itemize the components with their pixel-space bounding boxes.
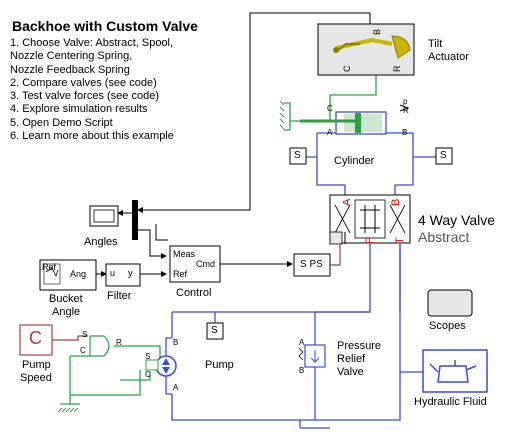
pressure-relief-valve-block[interactable] xyxy=(298,344,326,368)
pump-label: Pump xyxy=(205,359,234,371)
valve-port-b: B xyxy=(390,198,402,206)
tilt-actuator-label-1: Tilt xyxy=(428,38,443,50)
mechanical-ground xyxy=(57,395,80,413)
angles-label: Angles xyxy=(84,236,118,248)
hydraulic-lines xyxy=(171,142,440,429)
valve-label-2: Abstract xyxy=(418,229,470,245)
relief-valve-label-1: Pressure xyxy=(337,340,382,352)
pump-port-a: A xyxy=(173,383,179,392)
step-3[interactable]: 3. Test valve forces (see code) xyxy=(10,90,159,103)
bucket-port-ang: Ang xyxy=(70,269,87,279)
relief-port-a: A xyxy=(299,338,305,347)
step-6[interactable]: 6. Learn more about this example xyxy=(10,130,174,143)
s-ps-converter-block[interactable] xyxy=(293,244,341,277)
velocity-source-block[interactable] xyxy=(78,335,110,357)
tilt-port-r: R xyxy=(392,65,402,72)
cylinder-port-b: B xyxy=(402,128,408,137)
valve-port-p: P xyxy=(364,236,376,244)
cylinder-port-a: A xyxy=(327,128,333,137)
scopes-label: Scopes xyxy=(429,320,466,332)
wire-actuator-to-angles xyxy=(249,12,371,170)
bucket-angle-label-1: Bucket xyxy=(49,293,83,305)
control-block[interactable] xyxy=(169,245,221,283)
sensor-left-label: S xyxy=(294,150,301,161)
step-1-line-2[interactable]: Nozzle Centering Spring, xyxy=(10,50,133,63)
filter-port-u: u xyxy=(110,268,116,278)
filter-port-y: y xyxy=(128,268,133,278)
step-1[interactable]: 1. Choose Valve: Abstract, Spool, xyxy=(10,37,174,49)
angles-scope-block[interactable] xyxy=(89,200,138,240)
hydraulic-fluid-label: Hydraulic Fluid xyxy=(414,396,487,408)
page-title: Backhoe with Custom Valve xyxy=(12,18,198,34)
sensor-pump-label: S xyxy=(211,325,218,336)
scopes-block[interactable] xyxy=(427,289,473,317)
control-port-ref: Ref xyxy=(173,269,188,279)
pump-block[interactable] xyxy=(145,337,177,395)
pump-speed-block[interactable] xyxy=(19,324,79,356)
valve-port-t: T xyxy=(394,237,406,244)
s-ps-label: S PS xyxy=(300,259,323,270)
angles-mux xyxy=(132,200,138,240)
signal-wires xyxy=(96,12,371,277)
instructions-list: 1. Choose Valve: Abstract, Spool, Nozzle… xyxy=(10,37,174,143)
tilt-port-c: C xyxy=(342,65,352,72)
cylinder-port-p: p xyxy=(403,97,408,106)
pump-speed-label-1: Pump xyxy=(22,359,51,371)
wire-mux-to-meas xyxy=(138,229,167,259)
bucket-angle-block[interactable] xyxy=(39,259,97,291)
sensor-right-label: S xyxy=(440,150,447,161)
source-port-s: S xyxy=(82,330,88,339)
cylinder-port-r: R xyxy=(403,106,409,115)
step-1-line-3[interactable]: Nozzle Feedback Spring xyxy=(10,63,130,76)
bucket-port-ref: Ref xyxy=(42,262,57,272)
hydraulic-fluid-block[interactable] xyxy=(422,349,488,393)
pressure-sensor-left[interactable] xyxy=(289,147,307,165)
relief-valve-label-2: Relief xyxy=(337,353,366,365)
filter-label: Filter xyxy=(107,290,132,302)
pump-speed-label-2: Speed xyxy=(20,372,52,384)
pressure-sensor-pump[interactable] xyxy=(206,322,224,340)
tilt-actuator-block[interactable]: C B R xyxy=(317,23,415,76)
control-port-cmd: Cmd xyxy=(196,259,216,269)
control-port-meas: Meas xyxy=(173,249,196,259)
pump-port-s: S xyxy=(145,352,151,361)
pump-speed-symbol: C xyxy=(29,328,42,348)
valve-label-1: 4 Way Valve xyxy=(418,212,496,228)
relief-valve-label-3: Valve xyxy=(337,366,364,378)
bucket-angle-label-2: Angle xyxy=(52,306,81,318)
cylinder-block[interactable] xyxy=(279,100,414,142)
source-port-c: C xyxy=(80,346,86,355)
cylinder-port-c: C xyxy=(327,104,333,113)
control-label: Control xyxy=(176,287,212,299)
source-port-r: R xyxy=(116,338,122,347)
wire-to-mux xyxy=(137,170,251,213)
four-way-valve-block[interactable] xyxy=(329,194,411,245)
tilt-actuator-label-2: Actuator xyxy=(428,51,469,63)
cylinder-label: Cylinder xyxy=(334,155,375,167)
valve-port-a: A xyxy=(341,198,353,206)
step-2[interactable]: 2. Compare valves (see code) xyxy=(10,76,157,89)
pump-port-b: B xyxy=(173,338,179,347)
step-5[interactable]: 5. Open Demo Script xyxy=(10,116,113,129)
tilt-port-b: B xyxy=(372,29,382,35)
pressure-sensor-right[interactable] xyxy=(435,147,453,165)
pump-port-c: C xyxy=(145,370,151,379)
filter-block[interactable] xyxy=(105,263,141,287)
step-4[interactable]: 4. Explore simulation results xyxy=(10,103,148,116)
relief-port-b: B xyxy=(299,366,305,375)
